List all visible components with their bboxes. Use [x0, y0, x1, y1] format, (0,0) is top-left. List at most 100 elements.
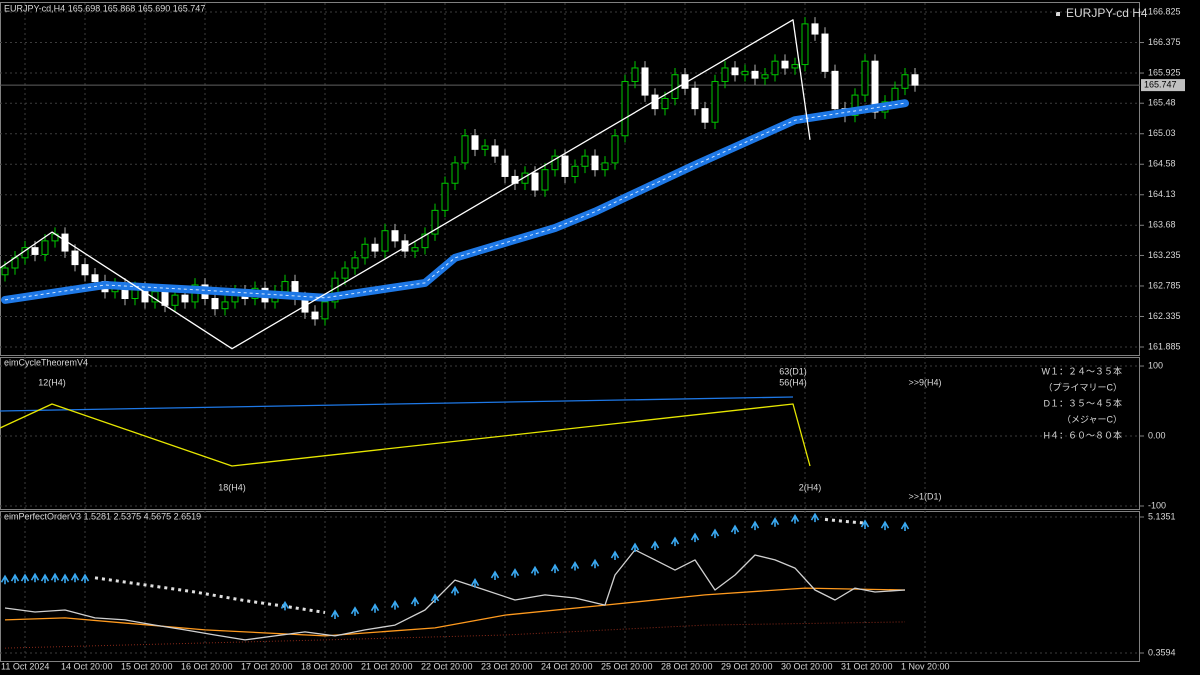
- x-tick-label: 14 Oct 20:00: [61, 661, 113, 671]
- candle-body: [781, 60, 789, 69]
- candle-body: [1, 267, 9, 276]
- candle-body: [741, 70, 749, 76]
- candle-body: [221, 301, 229, 310]
- order-arrow: [690, 532, 700, 543]
- symbol-marker: [1056, 12, 1060, 16]
- candle-body: [701, 108, 709, 123]
- candle-body: [891, 87, 899, 103]
- candle-body: [611, 135, 619, 164]
- panel-title: eimPerfectOrderV3 1.5281 2.5375 4.5675 2…: [4, 511, 201, 521]
- candle-body: [531, 172, 539, 191]
- candle-body: [661, 97, 669, 110]
- cycle-annotation: 12(H4): [38, 377, 66, 387]
- candle-body: [31, 247, 39, 255]
- cycle-annotation: 18(H4): [218, 482, 246, 492]
- y-tick-label: 100: [1148, 360, 1163, 370]
- candle-body: [171, 294, 179, 306]
- candle-body: [551, 155, 559, 171]
- candle-body: [341, 267, 349, 279]
- y-tick-label: 162.785: [1148, 280, 1181, 290]
- candle-body: [571, 165, 579, 177]
- candle-body: [381, 230, 389, 252]
- order-arrow: [430, 593, 440, 604]
- order-panel-frame: [0, 511, 1140, 662]
- x-tick-label: 1 Nov 20:00: [901, 661, 950, 671]
- candle-body: [771, 60, 779, 76]
- order-arrow: [350, 606, 360, 616]
- candle-body: [821, 33, 829, 72]
- cycle-annotation: 63(D1): [779, 366, 807, 376]
- candle-body: [671, 74, 679, 99]
- candle-body: [541, 169, 549, 191]
- order-arrow: [280, 600, 290, 611]
- panel-title: eimCycleTheoremV4: [4, 357, 88, 367]
- candle-body: [211, 298, 219, 310]
- candle-body: [91, 274, 99, 283]
- indicator-line: [0, 403, 811, 467]
- candle-body: [451, 162, 459, 184]
- order-arrow: [370, 603, 380, 613]
- y-tick-label: 0.00: [1148, 430, 1166, 440]
- y-tick-label: 164.58: [1148, 159, 1176, 169]
- order-arrow: [0, 574, 10, 585]
- order-arrow: [510, 568, 520, 578]
- y-tick-label: 5.1351: [1148, 511, 1176, 521]
- order-arrow: [790, 513, 800, 524]
- y-tick-label: 164.13: [1148, 189, 1176, 199]
- candle-body: [471, 135, 479, 150]
- order-arrow: [30, 572, 40, 583]
- candle-body: [861, 60, 869, 96]
- y-tick-label: 0.3594: [1148, 647, 1176, 657]
- candle-body: [831, 70, 839, 110]
- candle-body: [621, 81, 629, 137]
- order-arrow: [60, 573, 70, 584]
- order-arrow: [770, 517, 780, 527]
- panel-title: EURJPY-cd,H4 165.698 165.868 165.690 165…: [4, 3, 205, 13]
- x-tick-label: 18 Oct 20:00: [301, 661, 353, 671]
- order-arrow: [490, 570, 500, 580]
- last-price-box: [1141, 79, 1185, 92]
- candle-body: [491, 145, 499, 157]
- order-arrow: [570, 560, 580, 571]
- candle-body: [351, 257, 359, 269]
- y-tick-label: 165.03: [1148, 128, 1176, 138]
- candle-body: [761, 74, 769, 79]
- cycle-annotation: >>1(D1): [908, 491, 941, 501]
- x-tick-label: 21 Oct 20:00: [361, 661, 413, 671]
- order-arrow: [20, 573, 30, 584]
- order-arrow: [610, 550, 620, 561]
- order-arrow: [330, 609, 340, 619]
- y-tick-label: -100: [1148, 500, 1166, 510]
- cycle-note: （メジャーC）: [1062, 414, 1122, 424]
- dotted-line: [4, 621, 906, 649]
- candle-body: [71, 250, 79, 266]
- candle-body: [501, 155, 509, 177]
- candle-body: [751, 70, 759, 79]
- candle-body: [581, 155, 589, 167]
- x-tick-label: 16 Oct 20:00: [181, 661, 233, 671]
- order-arrow: [670, 536, 680, 547]
- order-arrow: [410, 596, 420, 607]
- order-arrow: [550, 563, 560, 574]
- order-arrow: [450, 585, 460, 596]
- indicator-line: [0, 396, 794, 412]
- candle-body: [481, 145, 489, 150]
- y-tick-label: 165.48: [1148, 98, 1176, 108]
- order-arrow: [860, 519, 870, 529]
- moving-average-highlight: [4, 102, 906, 301]
- candle-body: [721, 67, 729, 83]
- candle-body: [421, 233, 429, 249]
- cycle-panel-frame: [0, 357, 1140, 510]
- y-tick-label: 161.885: [1148, 341, 1181, 351]
- cycle-note: W１：２４～３５本: [1042, 365, 1123, 376]
- order-arrow: [390, 599, 400, 610]
- candle-body: [41, 240, 49, 255]
- candle-body: [591, 155, 599, 171]
- cycle-annotation: 2(H4): [799, 482, 822, 492]
- order-arrow: [730, 524, 740, 535]
- order-arrow: [40, 573, 50, 584]
- cycle-annotation: 56(H4): [779, 377, 807, 387]
- order-arrow: [70, 572, 80, 583]
